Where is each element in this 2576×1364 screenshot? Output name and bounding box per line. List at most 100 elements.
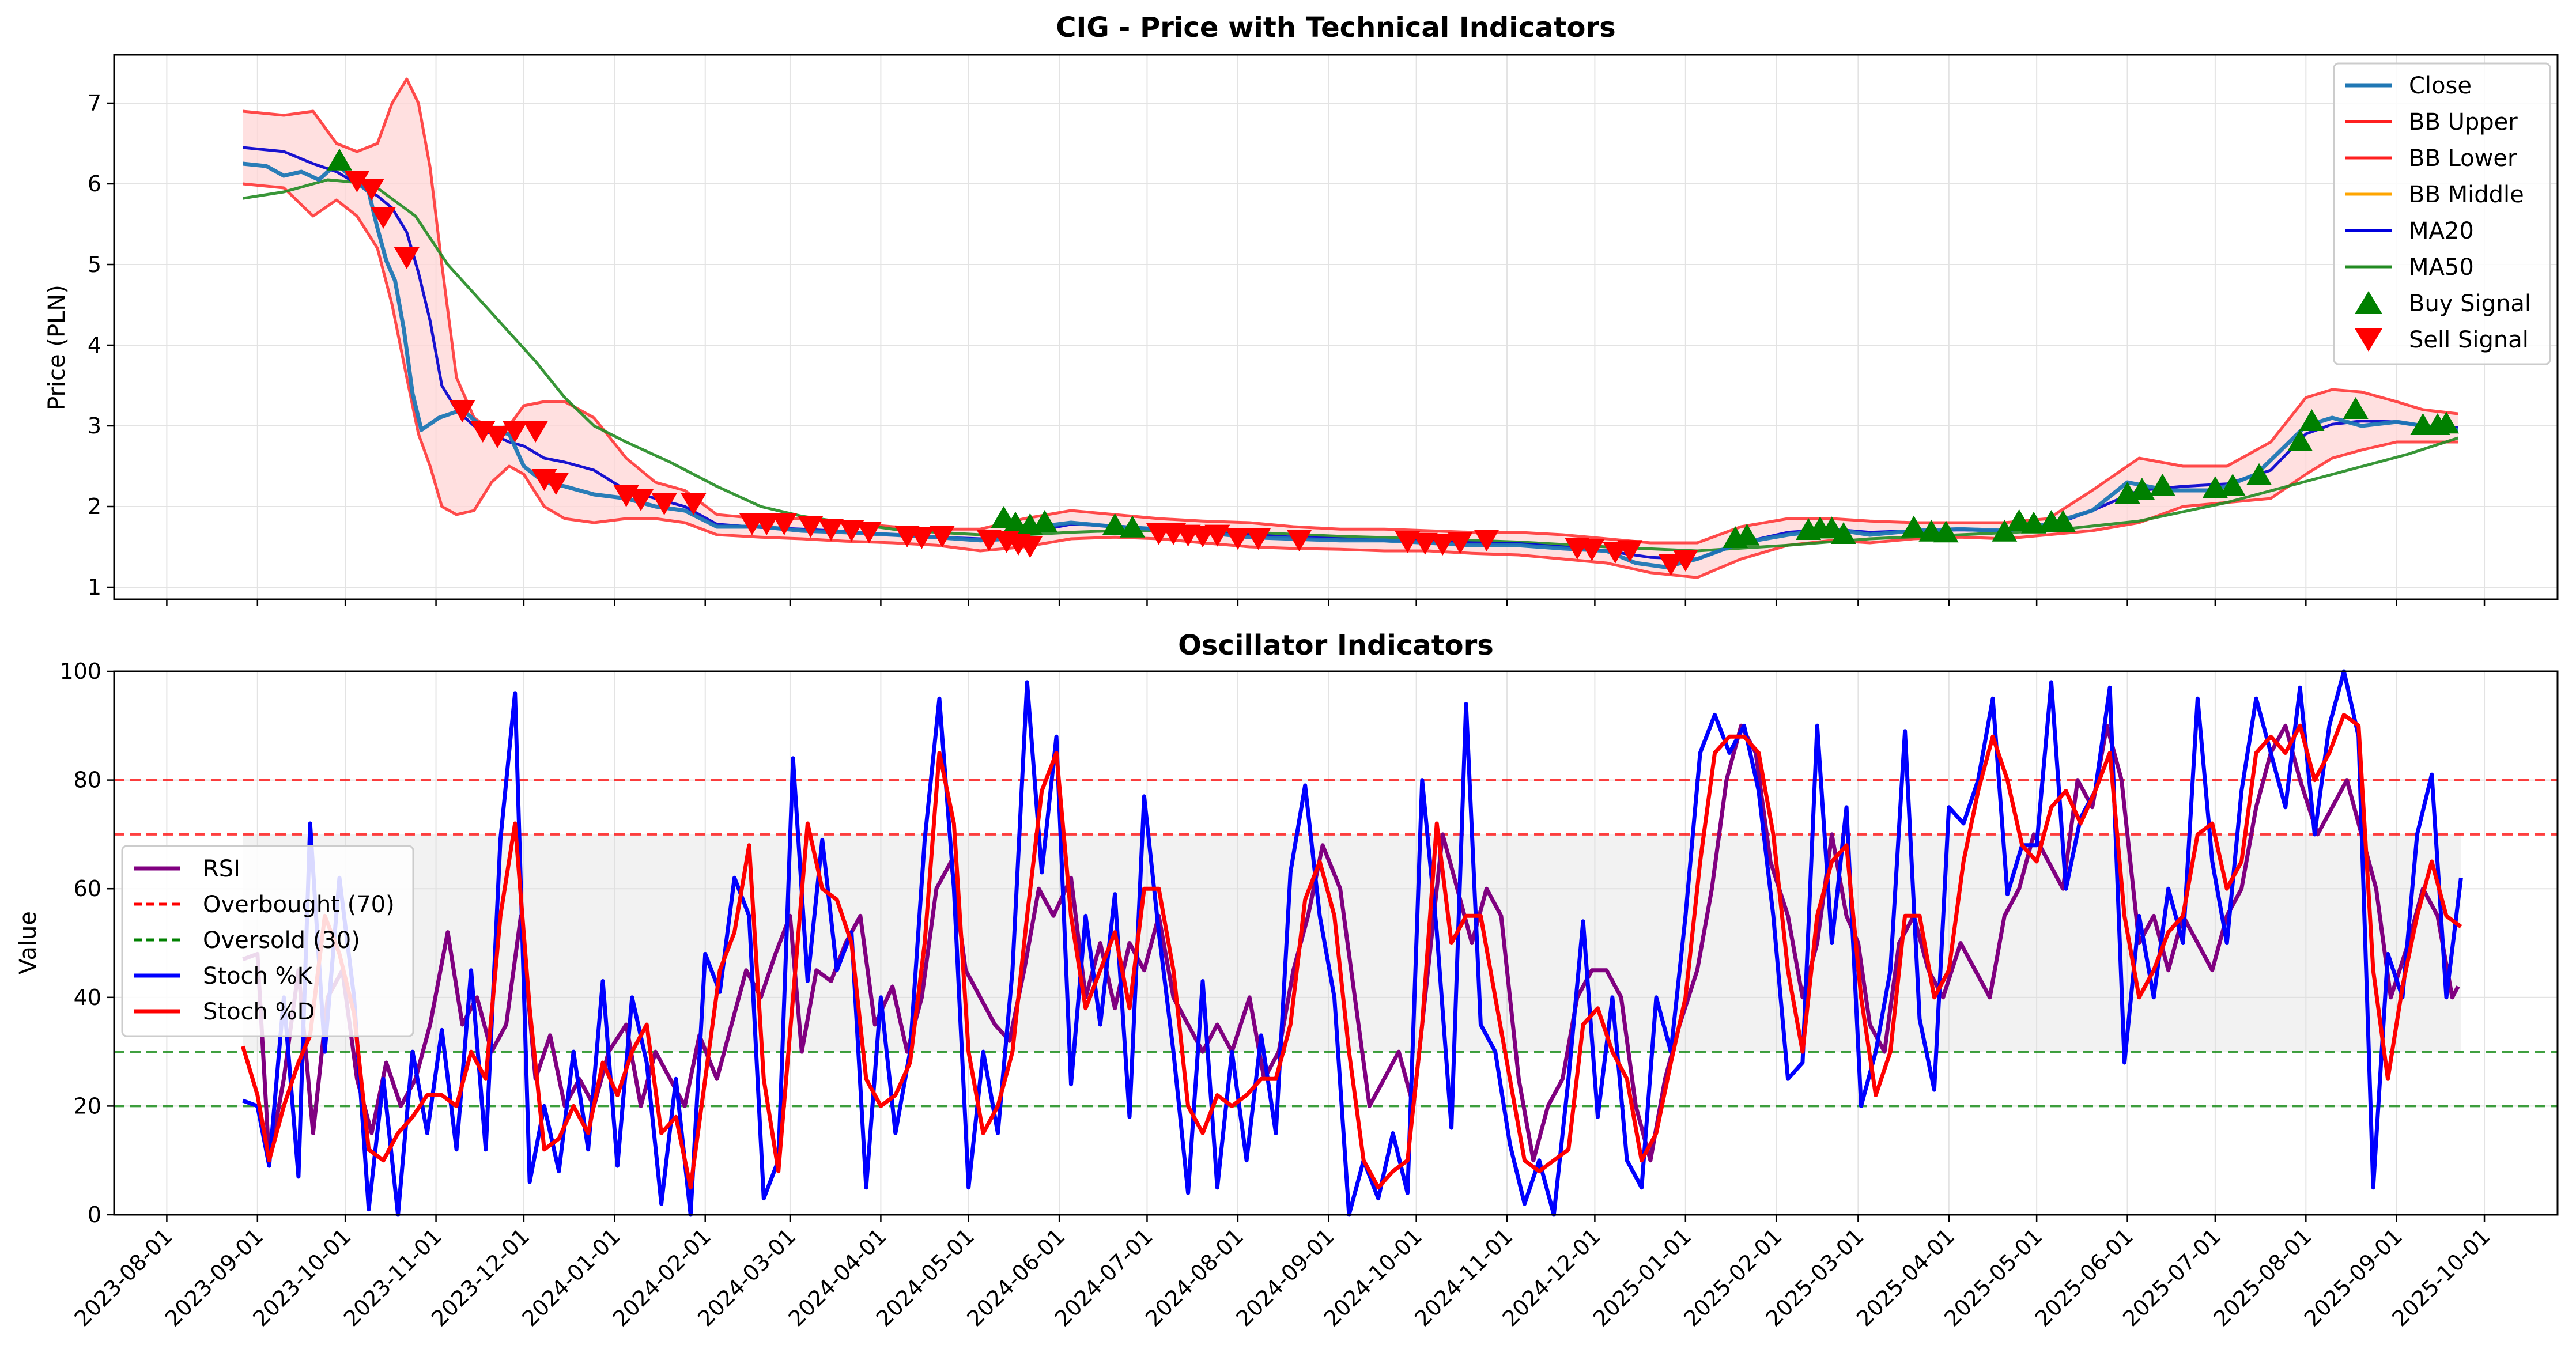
series-bb-lower-line: [243, 182, 2458, 579]
price-y-tick-label: 1: [88, 575, 101, 600]
sell-signal-marker: [344, 171, 370, 192]
oscillator-axes-frame: [113, 670, 2559, 1216]
price-y-axis-label: Price (PLN): [44, 285, 70, 410]
sell-signal-marker: [1286, 530, 1312, 551]
oscillator-legend-box: [121, 845, 414, 1037]
legend-ma20-label: MA20: [2409, 218, 2474, 244]
price-axes-frame: [113, 54, 2559, 600]
sell-signal-marker: [818, 519, 844, 541]
neutral-zone-fill: [243, 834, 2461, 1052]
legend-ma50-label: MA50: [2409, 254, 2474, 281]
buy-signal-marker: [2434, 411, 2460, 434]
sell-signal-marker: [1245, 528, 1271, 550]
sell-signal-marker: [502, 421, 528, 443]
sell-signal-marker: [628, 489, 654, 511]
oscillator-y-axis-label: Value: [15, 911, 41, 974]
oscillator-legend: RSI Overbought (70) Oversold (30) Stoch …: [121, 845, 414, 1037]
price-y-ticks: 1 2 3 4 5 6 7: [88, 90, 114, 600]
sell-signal-marker: [450, 400, 475, 422]
sell-signal-marker: [1447, 532, 1473, 554]
sell-signal-marker: [771, 513, 797, 535]
buy-signal-marker: [2246, 463, 2272, 485]
sell-signal-marker: [1474, 530, 1499, 551]
series-bb-upper-line: [243, 77, 2458, 545]
sell-signal-marker: [470, 421, 496, 443]
buy-signal-marker: [1102, 513, 1128, 535]
legend-overbought-label: Overbought (70): [203, 891, 395, 918]
oscillator-y-tick-label: 0: [88, 1202, 101, 1227]
price-y-tick-label: 4: [88, 333, 101, 358]
legend-oversold-label: Oversold (30): [203, 927, 360, 954]
price-y-tick-label: 7: [88, 90, 101, 116]
buy-signal-marker: [2021, 511, 2047, 534]
buy-signal-marker: [2287, 429, 2313, 451]
buy-signal-marker: [1734, 523, 1760, 546]
sell-signal-marker: [1017, 536, 1043, 558]
buy-signal-marker: [1831, 522, 1857, 544]
price-chart-title: CIG - Price with Technical Indicators: [1056, 12, 1616, 44]
price-legend: Close BB Upper BB Lower BB Middle MA20 M…: [2333, 62, 2551, 365]
legend-sell-signal-label: Sell Signal: [2409, 327, 2529, 353]
legend-buy-signal-icon: [2355, 291, 2382, 314]
oscillator-y-tick-label: 100: [59, 659, 101, 684]
price-y-tick-label: 6: [88, 171, 101, 197]
price-y-tick-label: 2: [88, 494, 101, 519]
legend-bb-upper-label: BB Upper: [2409, 109, 2518, 135]
price-legend-box: [2333, 62, 2551, 365]
legend-rsi-label: RSI: [203, 856, 240, 882]
buy-signal-marker: [1032, 510, 1057, 532]
sell-signal-marker: [543, 473, 569, 495]
legend-close-label: Close: [2409, 73, 2472, 99]
sell-signal-marker: [1579, 539, 1605, 561]
sell-signal-marker: [1617, 540, 1643, 562]
oscillator-y-tick-label: 60: [74, 876, 101, 901]
legend-bb-middle-label: BB Middle: [2409, 182, 2524, 208]
oscillator-y-tick-label: 20: [74, 1093, 101, 1119]
buy-signal-marker: [2202, 476, 2228, 498]
buy-signal-marker: [1992, 519, 2018, 542]
sell-signal-marker: [838, 520, 864, 542]
sell-signal-marker: [1658, 554, 1684, 576]
sell-signal-marker: [1672, 550, 1698, 572]
buy-signal-marker: [2129, 478, 2155, 500]
sell-signal-marker: [1412, 532, 1438, 555]
sell-signal-marker: [754, 513, 780, 535]
sell-signal-marker: [1430, 534, 1456, 556]
buy-signal-marker: [2150, 474, 2175, 496]
buy-signal-marker: [2050, 510, 2076, 532]
price-y-tick-label: 5: [88, 252, 101, 277]
legend-stoch-d-label: Stoch %D: [203, 999, 315, 1025]
sell-signal-marker: [358, 179, 384, 201]
buy-signal-marker: [2343, 397, 2369, 419]
sell-signal-marker: [1395, 531, 1421, 553]
sell-signal-marker: [930, 526, 955, 547]
oscillator-y-ticks: 0 20 40 60 80 100: [59, 659, 114, 1227]
buy-signal-marker: [1120, 515, 1146, 538]
legend-stoch-k-label: Stoch %K: [203, 963, 313, 989]
price-x-ticks: [166, 599, 2486, 606]
legend-buy-signal-label: Buy Signal: [2409, 290, 2531, 317]
oscillator-plot-area: [114, 669, 2558, 1217]
sell-signal-marker: [371, 207, 396, 229]
buy-signal-marker: [2299, 409, 2325, 431]
sell-signal-marker: [1204, 524, 1230, 547]
sell-signal-marker: [1225, 528, 1251, 550]
sell-signal-marker: [976, 530, 1002, 551]
sell-signal-marker: [798, 516, 824, 538]
sell-signal-marker: [651, 493, 677, 515]
sell-signal-marker: [394, 247, 420, 269]
buy-signal-marker: [2006, 509, 2032, 531]
price-plot-area: [243, 77, 2460, 579]
buy-signal-marker: [2220, 474, 2246, 496]
series-stoch-dline: [241, 712, 2462, 1190]
price-y-tick-label: 3: [88, 413, 101, 439]
sell-signal-marker: [856, 522, 882, 543]
oscillator-chart-title: Oscillator Indicators: [1178, 629, 1494, 662]
buy-signal-marker: [1933, 520, 1959, 543]
sell-signal-marker: [909, 527, 935, 549]
buy-signal-marker: [326, 148, 352, 171]
buy-signal-marker: [1901, 515, 1927, 538]
legend-sell-signal-icon: [2355, 328, 2382, 352]
sell-signal-marker: [523, 421, 549, 443]
